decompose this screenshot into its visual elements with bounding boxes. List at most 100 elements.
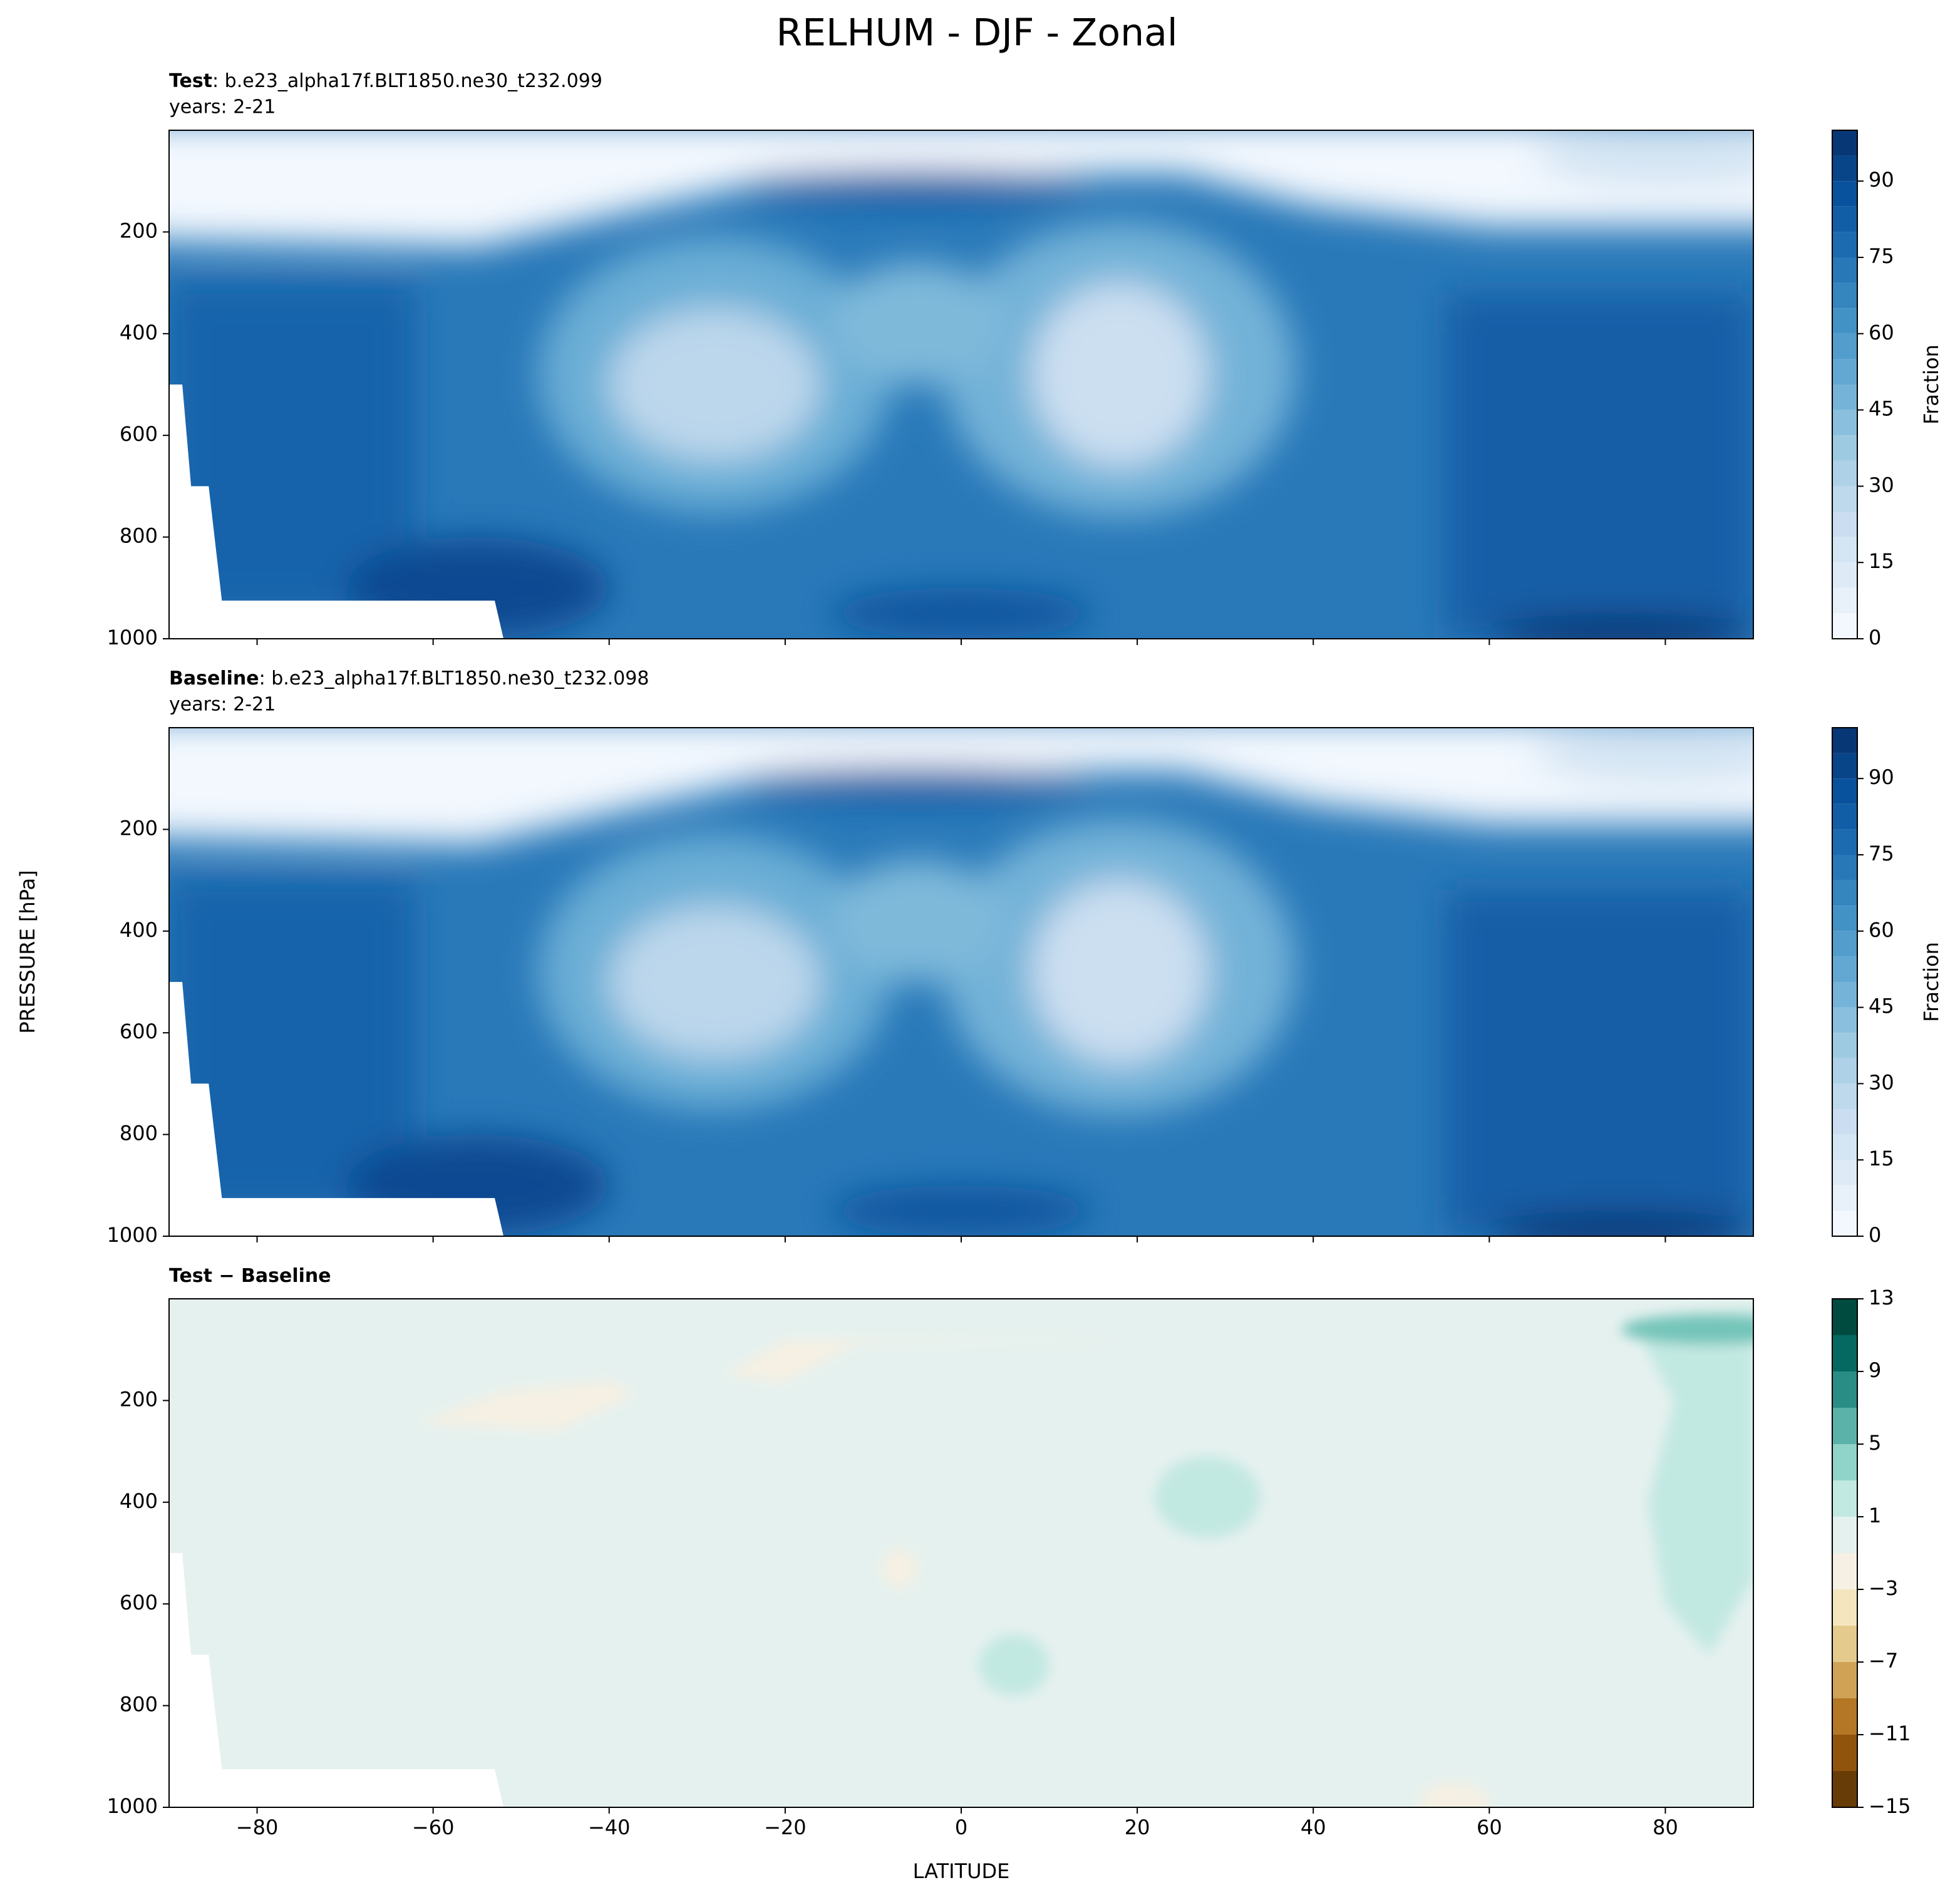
field-shading — [415, 1309, 1753, 1807]
colorbar-band — [1832, 587, 1857, 614]
panel-title-label: Test — [169, 70, 212, 92]
colorbar-tick-label: 30 — [1869, 1070, 1894, 1094]
colorbar-band — [1832, 486, 1857, 512]
panel-title: Test − Baseline — [169, 1265, 331, 1287]
field-shading — [979, 1634, 1050, 1696]
colorbar-tick-label: 5 — [1869, 1431, 1881, 1455]
x-tick-label: 60 — [1477, 1815, 1502, 1839]
colorbar-band — [1832, 1480, 1857, 1517]
y-axis-label: PRESSURE [hPa] — [16, 870, 39, 1033]
y-tick-label: 200 — [120, 816, 158, 840]
missing-region — [169, 982, 504, 1236]
colorbar-tick-label: 60 — [1869, 321, 1894, 344]
colorbar-band — [1832, 1735, 1857, 1771]
colorbar-band — [1832, 1058, 1857, 1084]
field-shading — [741, 170, 1093, 202]
colorbar-band — [1832, 1299, 1857, 1335]
colorbar-band — [1832, 1211, 1857, 1236]
colorbar-tick-label: 90 — [1869, 765, 1894, 789]
colorbar-band — [1832, 778, 1857, 804]
colorbar-tick-label: 0 — [1869, 1223, 1881, 1247]
y-tick-label: 600 — [120, 1020, 158, 1043]
colorbar-band — [1832, 1160, 1857, 1185]
panel-title-label: Baseline — [169, 668, 259, 689]
x-axis-label: LATITUDE — [913, 1859, 1010, 1883]
colorbar-band — [1832, 1589, 1857, 1626]
x-tick-label: −60 — [412, 1815, 455, 1839]
colorbar-band — [1832, 232, 1857, 257]
colorbar-tick-label: 15 — [1869, 1147, 1894, 1170]
colorbar-band — [1832, 1553, 1857, 1589]
colorbar-band — [1832, 333, 1857, 359]
field-shading — [829, 587, 1093, 639]
y-tick-label: 600 — [120, 422, 158, 446]
colorbar-frame — [1832, 727, 1858, 1237]
contour-field — [169, 1299, 1753, 1807]
colorbar-band — [1832, 1626, 1857, 1662]
colorbar-band — [1832, 728, 1857, 753]
figure-title: RELHUM - DJF - Zonal — [776, 11, 1177, 55]
colorbar-band — [1832, 181, 1857, 207]
field-shading — [1533, 130, 1753, 187]
field-shading — [415, 1380, 636, 1432]
colorbar-band — [1832, 803, 1857, 830]
panel: Test: b.e23_alpha17f.BLT1850.ne30_t232.0… — [107, 70, 1943, 650]
colorbar-band — [1832, 562, 1857, 588]
colorbar-tick-label: 30 — [1869, 473, 1894, 497]
field-shading — [1445, 292, 1753, 639]
field-shading — [1155, 1456, 1261, 1538]
colorbar-band — [1832, 1444, 1857, 1480]
field-shading — [169, 728, 1753, 845]
missing-region — [169, 385, 504, 639]
panel: Baseline: b.e23_alpha17f.BLT1850.ne30_t2… — [107, 668, 1943, 1247]
field-shading — [1489, 1211, 1753, 1236]
colorbar-band — [1832, 1408, 1857, 1444]
field-shading — [169, 130, 1753, 639]
colorbar-tick-label: 15 — [1869, 549, 1894, 573]
field-shading — [1445, 890, 1753, 1236]
field-shading — [1630, 1309, 1753, 1655]
field-shading — [1489, 613, 1753, 639]
colorbar-band — [1832, 410, 1857, 436]
colorbar-band — [1832, 155, 1857, 182]
colorbar-band — [1832, 537, 1857, 563]
field-shading — [829, 262, 1006, 385]
colorbar-band — [1832, 1007, 1857, 1033]
colorbar-band — [1832, 1371, 1857, 1408]
field-shading — [723, 1339, 1147, 1383]
field-shading — [169, 728, 1753, 1236]
field-shading — [609, 308, 821, 461]
contour-field — [169, 130, 1753, 639]
colorbar-label: Fraction — [1919, 344, 1943, 425]
colorbar-tick-label: −15 — [1869, 1794, 1911, 1818]
x-tick-label: −40 — [588, 1815, 631, 1839]
colorbar-band — [1832, 829, 1857, 855]
colorbar-tick-label: 0 — [1869, 626, 1881, 649]
colorbar-band — [1832, 206, 1857, 232]
colorbar-band — [1832, 385, 1857, 410]
colorbar-band — [1832, 855, 1857, 880]
field-shading — [1031, 282, 1208, 466]
contour-field — [169, 728, 1753, 1236]
field-shading — [1031, 880, 1208, 1063]
y-tick-label: 1000 — [107, 1794, 158, 1818]
colorbar-band — [1832, 308, 1857, 334]
y-tick-label: 200 — [120, 219, 158, 242]
y-tick-label: 1000 — [107, 626, 158, 649]
colorbar-band — [1832, 1033, 1857, 1058]
colorbar-frame — [1832, 130, 1858, 639]
colorbar-label: Fraction — [1919, 942, 1943, 1022]
panel-title: Baseline: b.e23_alpha17f.BLT1850.ne30_t2… — [169, 668, 649, 689]
colorbar-tick-label: 90 — [1869, 168, 1894, 192]
colorbar-tick-label: 45 — [1869, 994, 1894, 1018]
colorbar-band — [1832, 512, 1857, 537]
field-shading — [741, 768, 1093, 800]
colorbar-tick-label: −3 — [1869, 1576, 1898, 1600]
field-shading — [829, 1185, 1093, 1236]
y-tick-label: 200 — [120, 1387, 158, 1411]
colorbar-band — [1832, 1083, 1857, 1109]
colorbar-band — [1832, 613, 1857, 639]
field-shading — [609, 906, 821, 1058]
colorbar-band — [1832, 130, 1857, 156]
